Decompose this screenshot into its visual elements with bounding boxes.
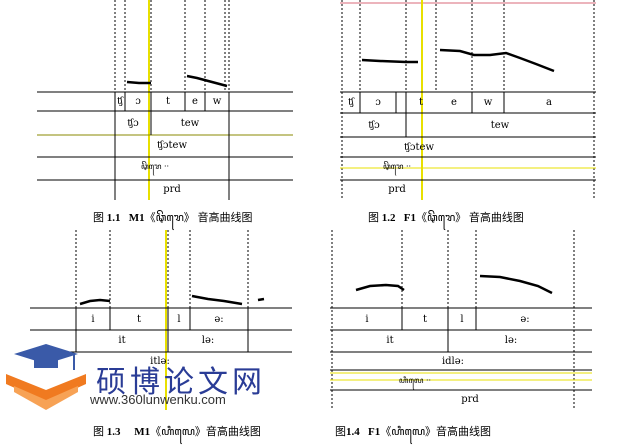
figure-1-3-grid bbox=[30, 230, 292, 410]
figure-1-4-grid bbox=[330, 230, 592, 410]
segment-label: ɔ bbox=[135, 96, 141, 107]
caption-1-1: 图 1.1 M1《ꦡꦼꦫꦺ》 音高曲线图 bbox=[93, 212, 253, 224]
caption-1-4: 图1.4 F1《ꦲꦶꦭꦺ》音高曲线图 bbox=[335, 426, 491, 438]
word-label: ʧɔtew bbox=[156, 140, 188, 151]
script-label: ꦡꦼꦫꦺ ·· bbox=[382, 162, 412, 171]
segment-label: ɔ bbox=[375, 97, 381, 108]
syllable-label: tew bbox=[490, 120, 510, 131]
segment-label: a bbox=[546, 97, 552, 108]
segment-label: i bbox=[91, 314, 95, 325]
word-label: itlə: bbox=[150, 356, 170, 367]
script-label: ꦡꦼꦫꦺ ·· bbox=[140, 162, 170, 171]
prd-label: prd bbox=[388, 184, 406, 195]
word-label: idlə: bbox=[441, 356, 465, 367]
syllable-label: it bbox=[118, 335, 126, 346]
segment-label: l bbox=[460, 314, 464, 325]
segment-label: ʧ bbox=[348, 97, 354, 108]
figure-1-2-grid bbox=[340, 0, 596, 200]
segment-label: t bbox=[165, 96, 171, 107]
segment-label: t bbox=[136, 314, 142, 325]
segment-label: t bbox=[418, 97, 424, 108]
syllable-label: lə: bbox=[504, 335, 518, 346]
syllable-label: ʧɔ bbox=[368, 120, 380, 131]
watermark-title: 硕博论文网 bbox=[96, 365, 266, 400]
watermark-site: www.360lunwenku.com bbox=[90, 392, 226, 407]
segment-label: w bbox=[483, 97, 493, 108]
figure-1-1-grid bbox=[37, 0, 293, 200]
segment-label: l bbox=[177, 314, 181, 325]
graduation-cap-book-icon bbox=[6, 344, 86, 410]
syllable-label: it bbox=[386, 335, 394, 346]
prd-label: prd bbox=[163, 184, 181, 195]
segment-label: ə: bbox=[520, 314, 530, 325]
prd-label: prd bbox=[461, 394, 479, 405]
figure-1-1: ʧ ɔ t e w ʧɔ tew ʧɔtew ꦡꦼꦫꦺ ·· prd bbox=[37, 0, 293, 200]
segment-label: e bbox=[192, 96, 198, 107]
segment-label: w bbox=[212, 96, 222, 107]
syllable-label: lə: bbox=[201, 335, 215, 346]
segment-label: ʧ bbox=[117, 96, 123, 107]
caption-1-2: 图 1.2 F1《ꦡꦼꦫꦺ》 音高曲线图 bbox=[368, 212, 524, 224]
script-label: ꦲꦶꦭꦺ ·· bbox=[398, 376, 432, 385]
figure-1-2: ʧ ɔ t e w a ʧɔ tew ʧɔtew ꦡꦼꦫꦺ ·· prd bbox=[340, 0, 596, 200]
figure-1-4: i t l ə: it lə: idlə: ꦲꦶꦭꦺ ·· prd bbox=[330, 230, 592, 410]
segment-label: ə: bbox=[214, 314, 224, 325]
caption-1-3: 图 1.3 M1《ꦲꦶꦭꦺ》音高曲线图 bbox=[93, 426, 261, 438]
segment-label: i bbox=[365, 314, 369, 325]
word-label: ʧɔtew bbox=[403, 142, 435, 153]
syllable-label: tew bbox=[180, 118, 200, 129]
syllable-label: ʧɔ bbox=[127, 118, 139, 129]
segment-label: t bbox=[422, 314, 428, 325]
segment-label: e bbox=[451, 97, 457, 108]
